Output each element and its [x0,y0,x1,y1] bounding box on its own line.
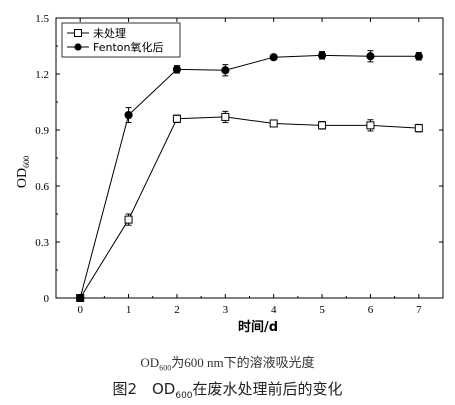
y-tick-label: 0.3 [35,237,49,249]
data-point-square [318,121,327,130]
data-point-circle [269,53,278,62]
caption-text: 在废水处理前后的变化 [192,380,343,398]
y-tick-label: 0.6 [35,181,49,193]
y-axis-label-subscript: 600 [22,156,31,168]
data-point-circle [317,51,327,60]
data-point-circle [414,52,423,61]
y-tick-label: 1.2 [35,69,49,81]
figure-subcaption: OD600为600 nm下的溶液吸光度 [0,352,455,373]
data-point-circle [221,66,230,75]
x-tick-label: 7 [416,304,422,316]
data-point-circle [172,65,182,74]
x-tick-label: 3 [223,304,229,316]
x-tick-label: 5 [319,304,325,316]
caption-od-subscript: 600 [175,391,193,401]
y-axis-label-main: OD [15,168,30,188]
legend-marker-circle [74,43,82,51]
legend-marker-square [74,29,82,37]
data-point-circle [366,52,375,61]
data-point-square [221,112,230,121]
data-point-square [414,124,423,133]
figure-caption: 图2 OD600在废水处理前后的变化 [0,378,455,401]
y-tick-label: 0 [44,293,50,305]
data-point-square [172,114,181,123]
plot-frame [55,17,444,299]
data-point-square [124,215,133,224]
legend-label: Fenton氧化后 [93,40,163,54]
x-tick-label: 4 [271,304,277,316]
subcaption-text: 为600 nm下的溶液吸光度 [171,355,315,370]
data-point-square [366,121,375,130]
data-point-circle [76,293,85,303]
y-tick-label: 0.9 [35,125,49,137]
x-tick-label: 6 [368,304,374,316]
x-tick-label: 2 [174,304,180,316]
y-tick-label: 1.5 [35,13,49,25]
data-point-circle [124,110,133,120]
data-point-square [269,119,278,128]
subcaption-od-subscript: 600 [159,363,172,373]
series-line-1 [79,54,419,299]
caption-prefix: 图2 OD [112,380,176,398]
subcaption-od: OD [140,355,160,370]
series-line-0 [79,116,419,299]
legend-box [61,22,181,58]
x-axis-label: 时间/d [238,319,278,335]
y-axis-label: OD600 [15,156,31,188]
legend-label: 未处理 [93,27,126,40]
x-tick-label: 1 [126,304,132,316]
x-tick-label: 0 [77,304,83,316]
